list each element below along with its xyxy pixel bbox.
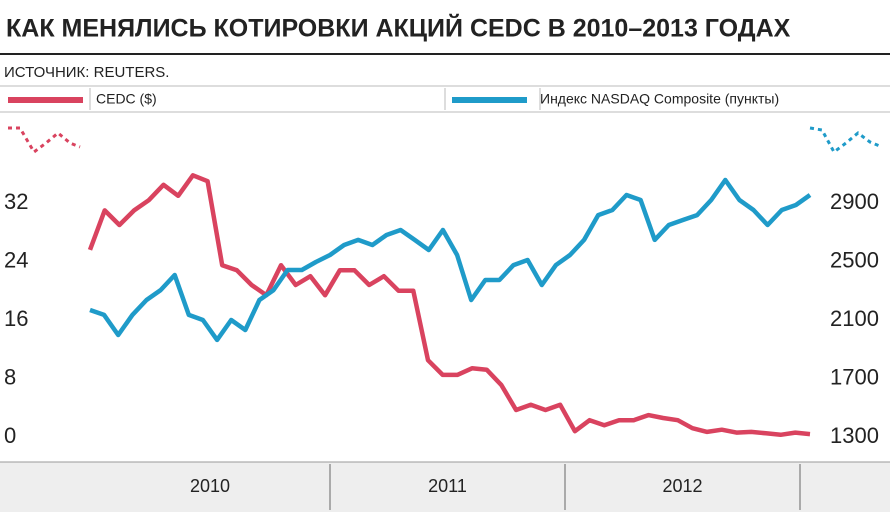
period-label: 2011 <box>428 476 467 496</box>
legend: CEDC ($) Индекс NASDAQ Composite (пункты) <box>8 91 779 107</box>
period-label: 2010 <box>190 476 230 496</box>
y2-tick-label: 1700 <box>830 364 879 389</box>
series-line <box>87 173 811 438</box>
y-tick-label: 16 <box>4 306 28 331</box>
y2-tick-label: 2900 <box>830 189 879 214</box>
y-tick-label: 0 <box>4 423 16 448</box>
y-tick-label: 32 <box>4 189 28 214</box>
y2-tick-label: 2100 <box>830 306 879 331</box>
chart-title: КАК МЕНЯЛИСЬ КОТИРОВКИ АКЦИЙ CEDC В 2010… <box>6 13 791 43</box>
y-tick-label: 24 <box>4 247 28 272</box>
subtitle: ИСТОЧНИК: REUTERS. <box>4 64 169 81</box>
y-tick-label: 8 <box>4 364 16 389</box>
icon <box>8 126 81 155</box>
series-line <box>89 177 812 343</box>
legend-label: CEDC ($) <box>96 91 157 107</box>
period-band <box>0 462 890 512</box>
legend-label: Индекс NASDAQ Composite (пункты) <box>540 91 779 107</box>
icon <box>809 126 883 155</box>
y2-tick-label: 1300 <box>830 423 879 448</box>
period-label: 2012 <box>662 476 702 496</box>
y2-tick-label: 2500 <box>830 247 879 272</box>
